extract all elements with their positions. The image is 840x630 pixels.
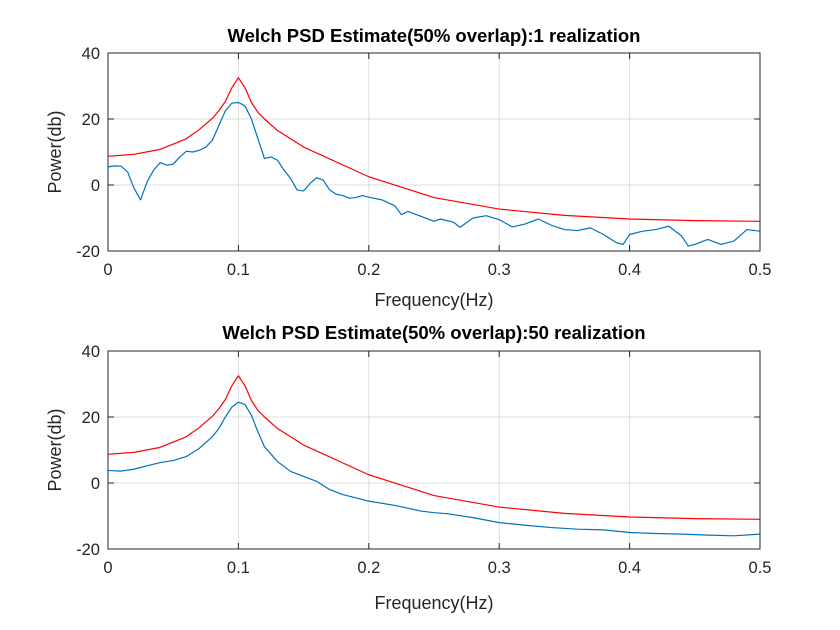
axes-2-x-tick-label: 0 — [103, 559, 112, 577]
axes-2-y-tick-label: 20 — [82, 409, 100, 427]
axes-2-x-tick-label: 0.5 — [749, 559, 772, 577]
axes-1-x-tick-label: 0.4 — [618, 261, 641, 279]
axes-2-frame — [107, 350, 761, 550]
axes-2-xlabel: Frequency(Hz) — [374, 593, 493, 613]
axes-1-y-tick-label: 0 — [91, 177, 100, 195]
axes-2-x-tick-label: 0.4 — [618, 559, 641, 577]
axes-1-y-tick-label: -20 — [76, 243, 100, 261]
axes-1-ylabel: Power(db) — [45, 110, 65, 193]
axes-1-y-tick-label: 40 — [82, 45, 100, 63]
axes-2-ylabel: Power(db) — [45, 408, 65, 491]
axes-1-frame — [107, 52, 761, 252]
axes-1-x-tick-label: 0.5 — [749, 261, 772, 279]
axes-1-title: Welch PSD Estimate(50% overlap):1 realiz… — [228, 25, 641, 46]
axes-1-series-1-line — [108, 77, 760, 222]
axes-1-x-tick-label: 0 — [103, 261, 112, 279]
axes-2-y-tick-label: -20 — [76, 541, 100, 559]
axes-2-series-1-line — [108, 375, 760, 520]
axes-1-x-tick-label: 0.2 — [357, 261, 380, 279]
axes-2-x-tick-label: 0.1 — [227, 559, 250, 577]
axes-1-y-tick-label: 20 — [82, 111, 100, 129]
axes-1-background — [108, 53, 760, 251]
axes-1-x-tick-label: 0.1 — [227, 261, 250, 279]
axes-2-series-2-line — [108, 401, 760, 537]
axes-1-xlabel: Frequency(Hz) — [374, 290, 493, 310]
axes-2-x-tick-label: 0.2 — [357, 559, 380, 577]
axes-2-background — [108, 351, 760, 549]
axes-2-title: Welch PSD Estimate(50% overlap):50 reali… — [222, 322, 645, 343]
axes-2-x-tick-label: 0.3 — [488, 559, 511, 577]
axes-1-series-2-line — [108, 101, 760, 247]
axes-2-y-tick-label: 0 — [91, 475, 100, 493]
axes-2-y-tick-label: 40 — [82, 343, 100, 361]
axes-1-x-tick-label: 0.3 — [488, 261, 511, 279]
